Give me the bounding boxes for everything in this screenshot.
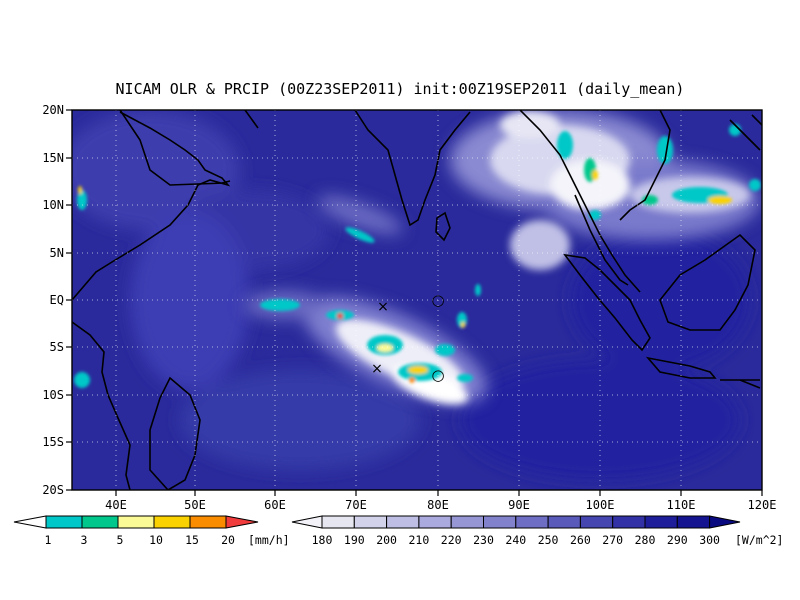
olr-color-swatch bbox=[612, 515, 646, 529]
java bbox=[645, 356, 717, 379]
lat-tick-labels: 20N 15N 10N 5N EQ 5S 10S 15S 20S bbox=[42, 103, 64, 497]
marker-x: × bbox=[377, 299, 389, 315]
olr-color-swatch bbox=[644, 515, 678, 529]
precip-colorbar-label: 5 bbox=[117, 533, 124, 547]
olr-color-swatch bbox=[386, 515, 420, 529]
lon-tick-label: 70E bbox=[345, 498, 367, 512]
lon-tick-label: 110E bbox=[667, 498, 696, 512]
olr-color-swatch bbox=[353, 515, 388, 529]
olr-colorbar-label: 260 bbox=[570, 533, 591, 547]
olr-color-swatch bbox=[676, 515, 711, 529]
lon-tick-label: 60E bbox=[264, 498, 286, 512]
lon-tick-label: 90E bbox=[508, 498, 530, 512]
malay-peninsula bbox=[574, 194, 629, 286]
precip-colorbar-label: 1 bbox=[45, 533, 52, 547]
indochina-coastline bbox=[519, 110, 641, 293]
precip-colorbar-label: 10 bbox=[149, 533, 163, 547]
olr-colorbar-label: 300 bbox=[699, 533, 720, 547]
arabia-coastline bbox=[119, 110, 226, 186]
indochina-east bbox=[619, 110, 671, 221]
olr-colorbar-label: 230 bbox=[473, 533, 494, 547]
precip-colorbar-unit: [mm/h] bbox=[248, 533, 290, 547]
olr-texture bbox=[72, 110, 750, 480]
coastlines bbox=[72, 110, 762, 490]
lat-tick-label: EQ bbox=[50, 293, 64, 307]
olr-colorbar-low-arrow bbox=[291, 515, 323, 529]
olr-colorbar-unit: [W/m^2] bbox=[735, 533, 783, 547]
precip-colorbar-low-arrow bbox=[13, 515, 47, 529]
olr-color-swatch bbox=[483, 515, 517, 529]
axis-ticks bbox=[66, 109, 763, 496]
lat-tick-label: 5N bbox=[50, 246, 64, 260]
olr-colorbar-label: 200 bbox=[376, 533, 397, 547]
olr-colorbar-label: 270 bbox=[602, 533, 623, 547]
olr-color-swatch bbox=[418, 515, 452, 529]
philippines bbox=[729, 114, 762, 151]
precip-color-swatch bbox=[153, 515, 191, 529]
precip-color-swatch bbox=[45, 515, 83, 529]
precip-colorbar-label: 15 bbox=[185, 533, 199, 547]
lon-tick-labels: 40E 50E 60E 70E 80E 90E 100E 110E 120E bbox=[105, 498, 776, 512]
olr-colorbar-label: 190 bbox=[344, 533, 365, 547]
olr-colorbar-label: 280 bbox=[635, 533, 656, 547]
map-title: NICAM OLR & PRCIP (00Z23SEP2011) init:00… bbox=[116, 80, 685, 98]
lon-tick-label: 120E bbox=[748, 498, 777, 512]
olr-color-swatch bbox=[515, 515, 549, 529]
marker-circle: ○ bbox=[431, 291, 444, 309]
lat-tick-label: 10S bbox=[42, 388, 64, 402]
lat-tick-label: 5S bbox=[50, 340, 64, 354]
lat-tick-label: 15S bbox=[42, 435, 64, 449]
olr-colorbar-label: 240 bbox=[505, 533, 526, 547]
olr-color-swatch bbox=[579, 515, 614, 529]
olr-colorbar-label: 290 bbox=[667, 533, 688, 547]
olr-color-swatch bbox=[321, 515, 355, 529]
precip-colorbar-label: 3 bbox=[81, 533, 88, 547]
precip-color-swatch bbox=[117, 515, 155, 529]
lon-tick-label: 100E bbox=[586, 498, 615, 512]
olr-colorbar-high-arrow bbox=[709, 515, 741, 529]
lat-tick-label: 20N bbox=[42, 103, 64, 117]
olr-colorbar: 180 190 200 210 220 230 240 250 260 270 … bbox=[291, 515, 783, 547]
graticule bbox=[72, 110, 762, 490]
lat-tick-label: 15N bbox=[42, 151, 64, 165]
madagascar bbox=[149, 376, 201, 490]
lon-tick-label: 40E bbox=[105, 498, 127, 512]
socotra bbox=[221, 180, 231, 184]
olr-colorbar-label: 250 bbox=[538, 533, 559, 547]
india-coastline bbox=[354, 110, 471, 227]
precip-color-swatch bbox=[81, 515, 119, 529]
olr-colorbar-label: 220 bbox=[441, 533, 462, 547]
lon-tick-label: 50E bbox=[184, 498, 206, 512]
olr-colorbar-label: 180 bbox=[312, 533, 333, 547]
lon-tick-label: 80E bbox=[427, 498, 449, 512]
marker-x: × bbox=[371, 361, 383, 377]
precip-colorbar-high-arrow bbox=[225, 515, 259, 529]
olr-field: × ○ × ○ bbox=[72, 110, 762, 490]
marker-circle: ○ bbox=[431, 366, 444, 384]
olr-color-swatch bbox=[547, 515, 581, 529]
lat-tick-label: 10N bbox=[42, 198, 64, 212]
precip-colorbar-label: 20 bbox=[221, 533, 235, 547]
olr-color-swatch bbox=[450, 515, 485, 529]
olr-colorbar-label: 210 bbox=[409, 533, 430, 547]
borneo bbox=[659, 233, 756, 331]
sri-lanka bbox=[435, 211, 451, 242]
precip-color-swatch bbox=[189, 515, 227, 529]
arabia-coastline-east bbox=[244, 110, 259, 129]
lat-tick-label: 20S bbox=[42, 483, 64, 497]
markers: × ○ × ○ bbox=[371, 291, 444, 384]
lesser-sunda bbox=[720, 379, 761, 389]
precip-colorbar: 1 3 5 10 15 20 [mm/h] bbox=[13, 515, 290, 547]
